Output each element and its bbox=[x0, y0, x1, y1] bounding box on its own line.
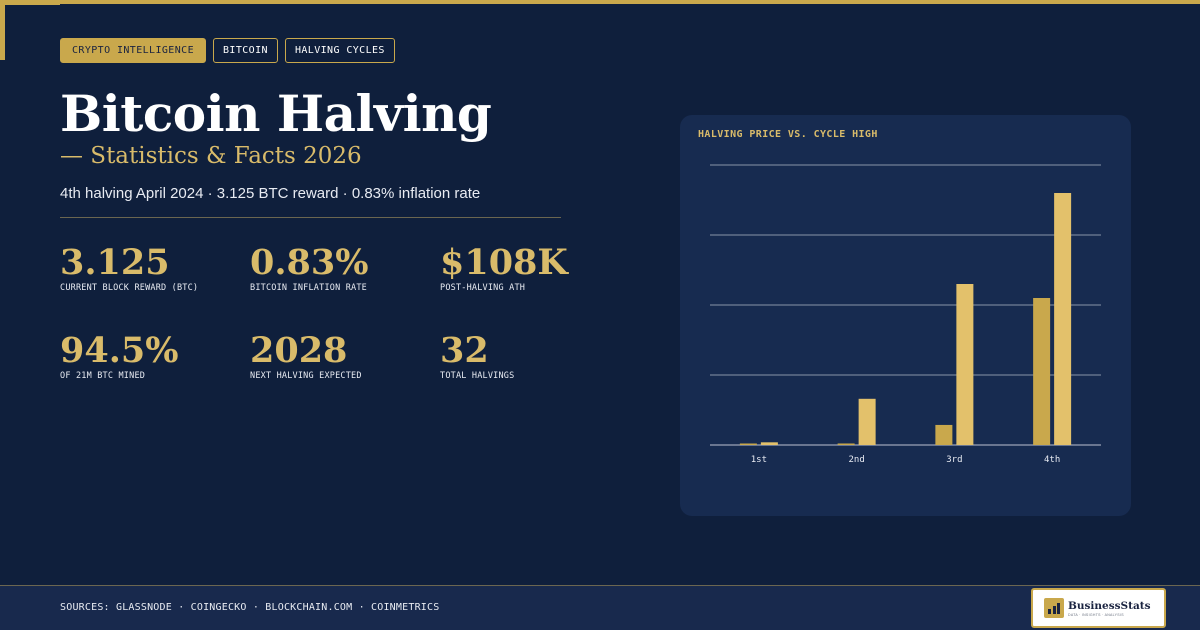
corner-accent-vertical bbox=[0, 0, 5, 60]
footer-divider bbox=[0, 585, 1200, 586]
stat-inflation-rate: 0.83% BITCOIN INFLATION RATE bbox=[250, 242, 430, 293]
stat-total-halvings: 32 TOTAL HALVINGS bbox=[440, 330, 620, 381]
bar-chart-icon bbox=[1044, 598, 1064, 618]
x-tick-label: 3rd bbox=[946, 455, 962, 465]
stat-label: OF 21M BTC MINED bbox=[60, 371, 146, 381]
stat-btc-mined: 94.5% OF 21M BTC MINED bbox=[60, 330, 240, 381]
bar-chart: 1st 2nd 3rd 4th bbox=[710, 164, 1101, 465]
page-subtitle: — Statistics & Facts 2026 bbox=[60, 143, 362, 169]
stat-next-halving: 2028 NEXT HALVING EXPECTED bbox=[250, 330, 430, 381]
businessstats-logo[interactable]: BusinessStats DATA · INSIGHTS · ANALYSIS bbox=[1031, 588, 1166, 628]
tagline: 4th halving April 2024 · 3.125 BTC rewar… bbox=[60, 185, 481, 202]
x-tick-label: 4th bbox=[1044, 455, 1060, 465]
tag-halving-cycles[interactable]: HALVING CYCLES bbox=[284, 38, 395, 63]
bar-1st-series-2 bbox=[760, 442, 778, 445]
stat-post-halving-ath: $108K POST-HALVING ATH bbox=[440, 242, 620, 293]
tag-row: CRYPTO INTELLIGENCE BITCOIN HALVING CYCL… bbox=[60, 38, 395, 63]
corner-accent-horizontal bbox=[0, 0, 60, 5]
stat-value: 32 bbox=[440, 330, 489, 371]
stat-value: 0.83% bbox=[250, 242, 369, 283]
top-accent-line bbox=[0, 0, 1200, 4]
stat-value: $108K bbox=[440, 242, 568, 283]
stat-label: NEXT HALVING EXPECTED bbox=[250, 371, 362, 381]
tag-bitcoin[interactable]: BITCOIN bbox=[213, 38, 278, 63]
bar-2nd-series-2 bbox=[858, 398, 876, 445]
bar-3rd-series-1 bbox=[935, 424, 953, 445]
sources-text: SOURCES: GLASSNODE · COINGECKO · BLOCKCH… bbox=[60, 602, 440, 613]
stat-block-reward: 3.125 CURRENT BLOCK REWARD (BTC) bbox=[60, 242, 240, 293]
footer: SOURCES: GLASSNODE · COINGECKO · BLOCKCH… bbox=[0, 586, 1200, 630]
x-tick-label: 2nd bbox=[848, 455, 864, 465]
bar-2nd-series-1 bbox=[837, 443, 855, 445]
bar-4th-series-1 bbox=[1033, 298, 1051, 445]
divider bbox=[60, 217, 561, 218]
logo-tagline: DATA · INSIGHTS · ANALYSIS bbox=[1068, 612, 1124, 617]
bar-4th-series-2 bbox=[1054, 193, 1072, 445]
stat-value: 94.5% bbox=[60, 330, 179, 371]
stat-label: CURRENT BLOCK REWARD (BTC) bbox=[60, 283, 199, 293]
bar-3rd-series-2 bbox=[956, 284, 974, 445]
bar-1st-series-1 bbox=[739, 443, 757, 445]
x-tick-label: 1st bbox=[751, 455, 767, 465]
stat-label: BITCOIN INFLATION RATE bbox=[250, 283, 367, 293]
logo-text: BusinessStats DATA · INSIGHTS · ANALYSIS bbox=[1068, 600, 1151, 617]
stat-label: POST-HALVING ATH bbox=[440, 283, 526, 293]
tag-crypto-intelligence[interactable]: CRYPTO INTELLIGENCE bbox=[60, 38, 206, 63]
stat-label: TOTAL HALVINGS bbox=[440, 371, 515, 381]
chart-card: HALVING PRICE VS. CYCLE HIGH 1st 2nd 3rd 4t… bbox=[680, 115, 1131, 516]
stat-value: 3.125 bbox=[60, 242, 170, 283]
stat-value: 2028 bbox=[250, 330, 348, 371]
chart-title: HALVING PRICE VS. CYCLE HIGH bbox=[698, 129, 878, 140]
page-title: Bitcoin Halving bbox=[60, 84, 492, 143]
logo-name: BusinessStats bbox=[1068, 599, 1151, 612]
